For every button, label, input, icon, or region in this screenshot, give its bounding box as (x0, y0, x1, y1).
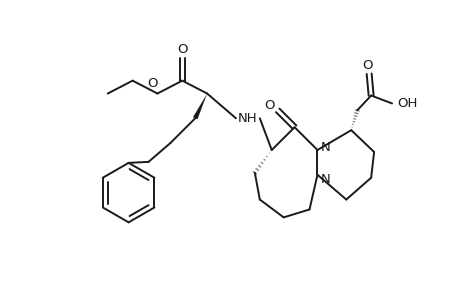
Text: O: O (147, 77, 157, 90)
Text: NH: NH (238, 112, 257, 125)
Text: N: N (320, 173, 330, 186)
Text: OH: OH (397, 97, 417, 110)
Text: O: O (177, 44, 187, 56)
Polygon shape (193, 94, 207, 119)
Text: O: O (264, 99, 274, 112)
Text: N: N (320, 140, 330, 154)
Text: O: O (361, 59, 372, 72)
